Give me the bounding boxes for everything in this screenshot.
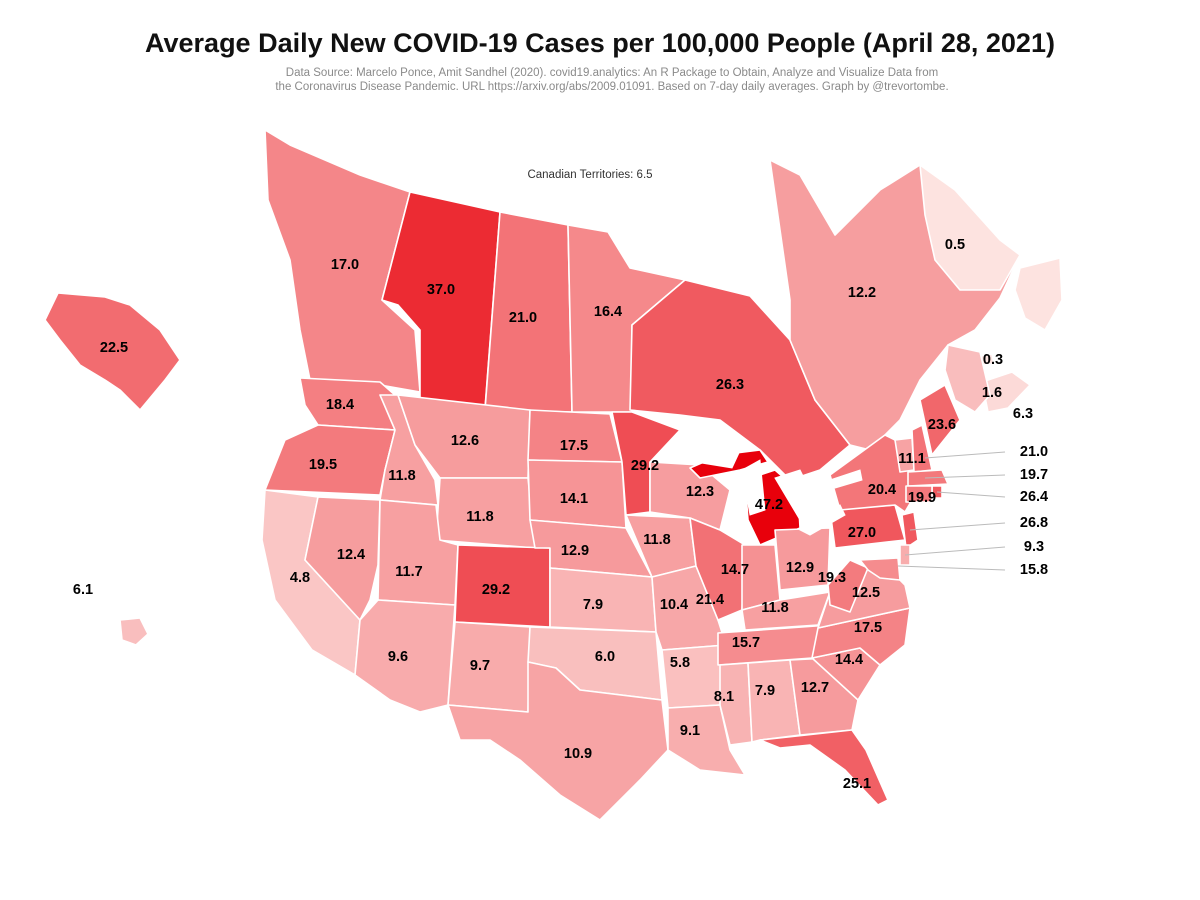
value-label-sk: 21.0 [509,310,537,326]
value-label-ns: 1.6 [982,385,1002,401]
value-label-nd: 17.5 [560,438,588,454]
value-label-ak: 22.5 [100,340,128,356]
value-label-hi: 6.1 [73,582,93,598]
value-label-ms: 8.1 [714,689,734,705]
map-title: Average Daily New COVID-19 Cases per 100… [145,28,1055,58]
value-label-ma: 19.7 [1020,467,1048,483]
great-lakes [693,439,863,536]
value-label-ky: 11.8 [761,600,788,616]
territories-note: Canadian Territories: 6.5 [527,169,652,181]
region-me [919,384,961,456]
value-label-oh: 12.9 [786,560,814,576]
value-label-ca: 4.8 [290,570,310,586]
region-hi [119,617,149,646]
value-label-la: 9.1 [680,723,700,739]
value-label-ks: 7.9 [583,597,603,613]
region-ms [719,662,753,746]
region-nl [919,164,1021,291]
region-ak [44,292,181,411]
value-label-ok: 6.0 [595,649,615,665]
value-label-ut: 11.7 [395,564,422,580]
value-label-on: 26.3 [716,377,744,393]
value-label-wy: 11.8 [466,509,493,525]
value-label-wi: 12.3 [686,484,714,500]
region-wv [827,559,869,613]
value-label-bc: 17.0 [331,257,359,273]
lake-3 [774,469,816,521]
leader-line-ma [924,474,1006,479]
source-note-line-2: the Coronavirus Disease Pandemic. URL ht… [275,81,949,93]
lake-1 [693,439,746,469]
value-label-mo: 10.4 [660,597,688,613]
region-md [859,557,901,581]
value-label-pe: 0.3 [983,352,1003,368]
lake-2 [741,459,766,516]
value-label-ab: 37.0 [427,282,455,298]
value-label-ia: 11.8 [643,532,670,548]
value-label-mn: 29.2 [631,458,659,474]
value-label-nj: 26.8 [1020,515,1048,531]
value-label-in: 14.7 [721,562,749,578]
value-label-vt: 11.1 [898,451,925,467]
leader-line-ri [936,491,1006,498]
region-ny [829,434,916,513]
value-label-co: 29.2 [482,582,510,598]
value-label-nv: 12.4 [337,547,365,563]
value-label-al: 7.9 [755,683,775,699]
value-label-ga: 12.7 [801,680,829,696]
value-label-nh: 21.0 [1020,444,1048,460]
value-label-or: 19.5 [309,457,337,473]
region-nd [527,409,623,463]
value-label-va: 12.5 [852,585,880,601]
value-label-ct: 19.9 [908,490,936,506]
value-label-ri: 26.4 [1020,489,1048,505]
source-note-line-1: Data Source: Marcelo Ponce, Amit Sandhel… [285,67,939,79]
value-label-tx: 10.9 [564,746,592,762]
leader-line-md [897,565,1006,571]
value-label-il: 21.4 [696,592,724,608]
region-ns [981,371,1031,413]
value-label-pa: 27.0 [848,525,876,541]
value-label-nc: 17.5 [854,620,882,636]
value-label-de: 9.3 [1024,539,1044,555]
value-label-qc: 12.2 [848,285,876,301]
value-label-nm: 9.7 [470,658,490,674]
region-ct [905,485,933,503]
region-nl-part [1014,257,1063,331]
value-label-nb: 6.3 [1013,406,1033,422]
value-label-fl: 25.1 [843,776,871,792]
value-label-wa: 18.4 [326,397,354,413]
value-label-ne: 12.9 [561,543,589,559]
value-label-ar: 5.8 [670,655,690,671]
value-label-ny: 20.4 [868,482,896,498]
leader-line-nh [924,451,1006,459]
value-label-tn: 15.7 [732,635,760,651]
value-label-me: 23.6 [928,417,956,433]
value-label-mb: 16.4 [594,304,622,320]
value-label-sd: 14.1 [560,491,588,507]
value-label-wv: 19.3 [818,570,846,586]
value-label-sc: 14.4 [835,652,863,668]
value-label-id: 11.8 [388,468,415,484]
region-az [354,599,456,713]
region-tx [447,661,669,821]
leader-line-nj [909,522,1006,531]
value-label-md: 15.8 [1020,562,1048,578]
value-label-mi: 47.2 [755,497,783,513]
lake-4 [798,504,846,536]
lake-5 [829,469,863,489]
leader-line-de [904,546,1006,556]
value-label-az: 9.6 [388,649,408,665]
region-fl [759,729,889,806]
value-label-mt: 12.6 [451,433,479,449]
value-label-nl: 0.5 [945,237,965,253]
region-nb [944,344,991,413]
